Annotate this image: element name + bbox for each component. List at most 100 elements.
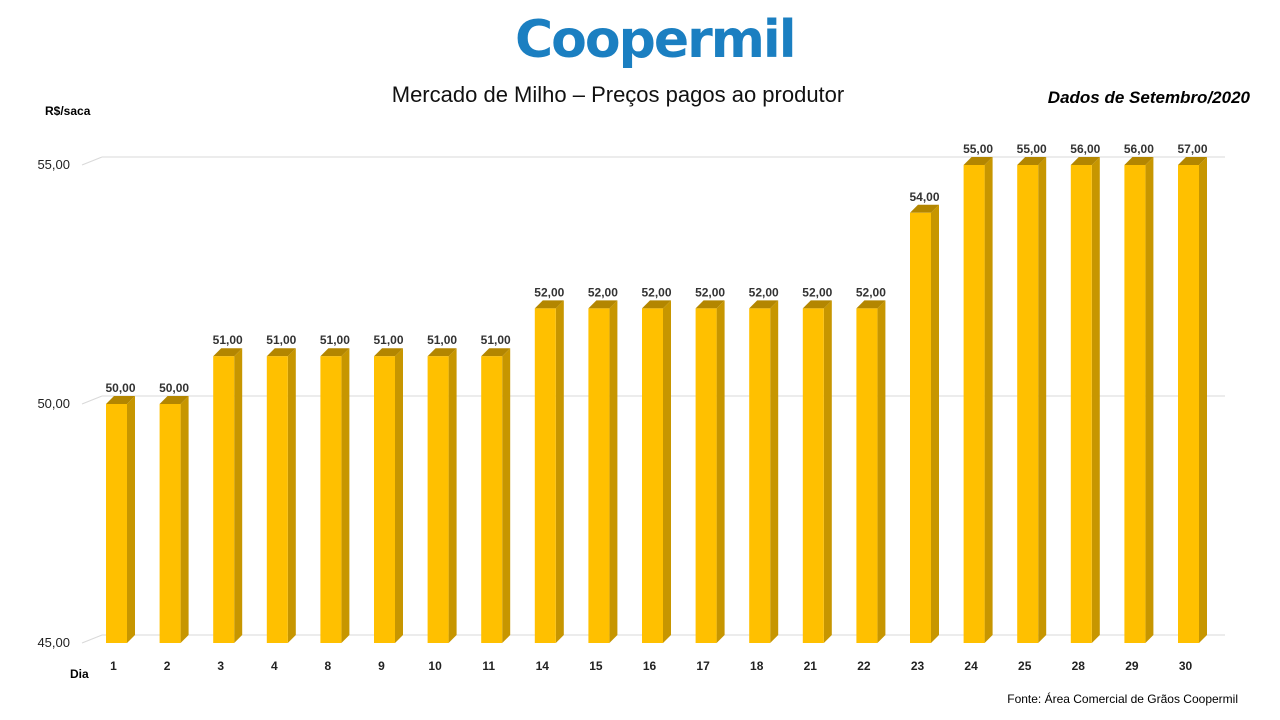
x-tick-label: 14	[536, 659, 550, 673]
bar-top	[856, 300, 886, 309]
bar-side	[1038, 157, 1047, 643]
x-tick-label: 23	[911, 659, 925, 673]
bar-top	[320, 348, 350, 357]
x-axis-label: Dia	[70, 667, 89, 681]
x-tick-label: 25	[1018, 659, 1032, 673]
data-label: 52,00	[695, 285, 725, 299]
bar-side	[287, 348, 296, 643]
x-tick-label: 30	[1179, 659, 1193, 673]
data-label: 51,00	[266, 333, 296, 347]
data-label: 51,00	[481, 333, 511, 347]
bar-top	[1124, 157, 1154, 165]
bar	[320, 356, 342, 643]
bar-top	[1070, 157, 1100, 165]
data-label: 51,00	[427, 333, 457, 347]
bar	[427, 356, 449, 643]
data-label: 50,00	[159, 381, 189, 395]
data-label: 52,00	[856, 285, 886, 299]
bar	[159, 404, 181, 643]
bar-top	[374, 348, 403, 357]
y-tick-label: 55,00	[37, 157, 70, 172]
bar	[749, 308, 771, 643]
chart-subtitle: Dados de Setembro/2020	[1047, 88, 1250, 107]
x-tick-label: 29	[1125, 659, 1139, 673]
data-label: 55,00	[963, 142, 993, 156]
gridline-edge	[81, 156, 103, 166]
data-label: 51,00	[320, 333, 350, 347]
bar-top	[910, 204, 939, 213]
bar-side	[502, 348, 511, 643]
x-tick-label: 28	[1072, 659, 1086, 673]
bar-side	[234, 348, 243, 643]
y-tick-label: 45,00	[37, 635, 70, 650]
data-label: 52,00	[588, 285, 618, 299]
x-tick-label: 2	[164, 659, 171, 673]
data-label: 50,00	[105, 381, 135, 395]
x-tick-label: 1	[110, 659, 117, 673]
bar	[963, 165, 985, 643]
data-label: 51,00	[373, 333, 403, 347]
bar	[106, 404, 127, 643]
bar-top	[642, 300, 671, 309]
data-label: 57,00	[1177, 142, 1207, 156]
bar-top	[588, 300, 618, 309]
bar-top	[1017, 157, 1047, 165]
bar-top	[749, 300, 779, 309]
bar-side	[555, 300, 564, 643]
gridline-edge	[81, 634, 103, 644]
source-note: Fonte: Área Comercial de Grãos Coopermil	[1007, 692, 1238, 706]
bar-top	[963, 157, 993, 165]
data-label: 52,00	[534, 285, 564, 299]
chart-title: Mercado de Milho – Preços pagos ao produ…	[391, 82, 845, 107]
x-tick-label: 15	[589, 659, 603, 673]
x-tick-label: 3	[217, 659, 224, 673]
coopermil-logo: Coopermil	[515, 10, 797, 70]
x-tick-label: 11	[482, 659, 495, 673]
bar	[642, 308, 663, 643]
bar	[266, 356, 288, 643]
bar-side	[395, 348, 403, 643]
bar	[910, 212, 931, 644]
bar-side	[877, 300, 886, 643]
bar-side	[984, 157, 993, 643]
x-tick-label: 16	[643, 659, 657, 673]
bar-side	[127, 396, 135, 643]
bar	[1017, 165, 1039, 643]
bar-top	[159, 396, 189, 404]
bar-side	[341, 348, 350, 643]
bar-top	[106, 396, 135, 404]
bar-top	[266, 348, 296, 357]
bar-top	[213, 348, 243, 357]
bar	[802, 308, 824, 643]
data-label: 55,00	[1017, 142, 1047, 156]
y-axis-label: R$/saca	[45, 104, 91, 118]
bar-side	[716, 300, 725, 643]
bar-side	[1091, 157, 1100, 643]
data-label: 56,00	[1070, 142, 1100, 156]
bar-side	[609, 300, 618, 643]
bar-top	[1178, 157, 1207, 165]
bar-side	[931, 204, 939, 644]
bar	[588, 308, 610, 643]
bar-side	[448, 348, 457, 643]
data-label: 51,00	[213, 333, 243, 347]
x-tick-label: 21	[804, 659, 818, 673]
bar-side	[663, 300, 671, 643]
bar-top	[695, 300, 725, 309]
data-label: 56,00	[1124, 142, 1154, 156]
y-tick-label: 50,00	[37, 396, 70, 411]
bar	[1070, 165, 1092, 643]
bar-top	[427, 348, 457, 357]
x-tick-label: 22	[857, 659, 871, 673]
bar-side	[180, 396, 189, 643]
data-label: 52,00	[641, 285, 671, 299]
data-label: 52,00	[749, 285, 779, 299]
x-tick-label: 17	[696, 659, 710, 673]
bar	[481, 356, 503, 643]
bar	[534, 308, 556, 643]
bar	[1124, 165, 1146, 643]
x-tick-label: 4	[271, 659, 278, 673]
x-tick-label: 8	[325, 659, 332, 673]
x-tick-label: 24	[964, 659, 978, 673]
bar	[695, 308, 717, 643]
